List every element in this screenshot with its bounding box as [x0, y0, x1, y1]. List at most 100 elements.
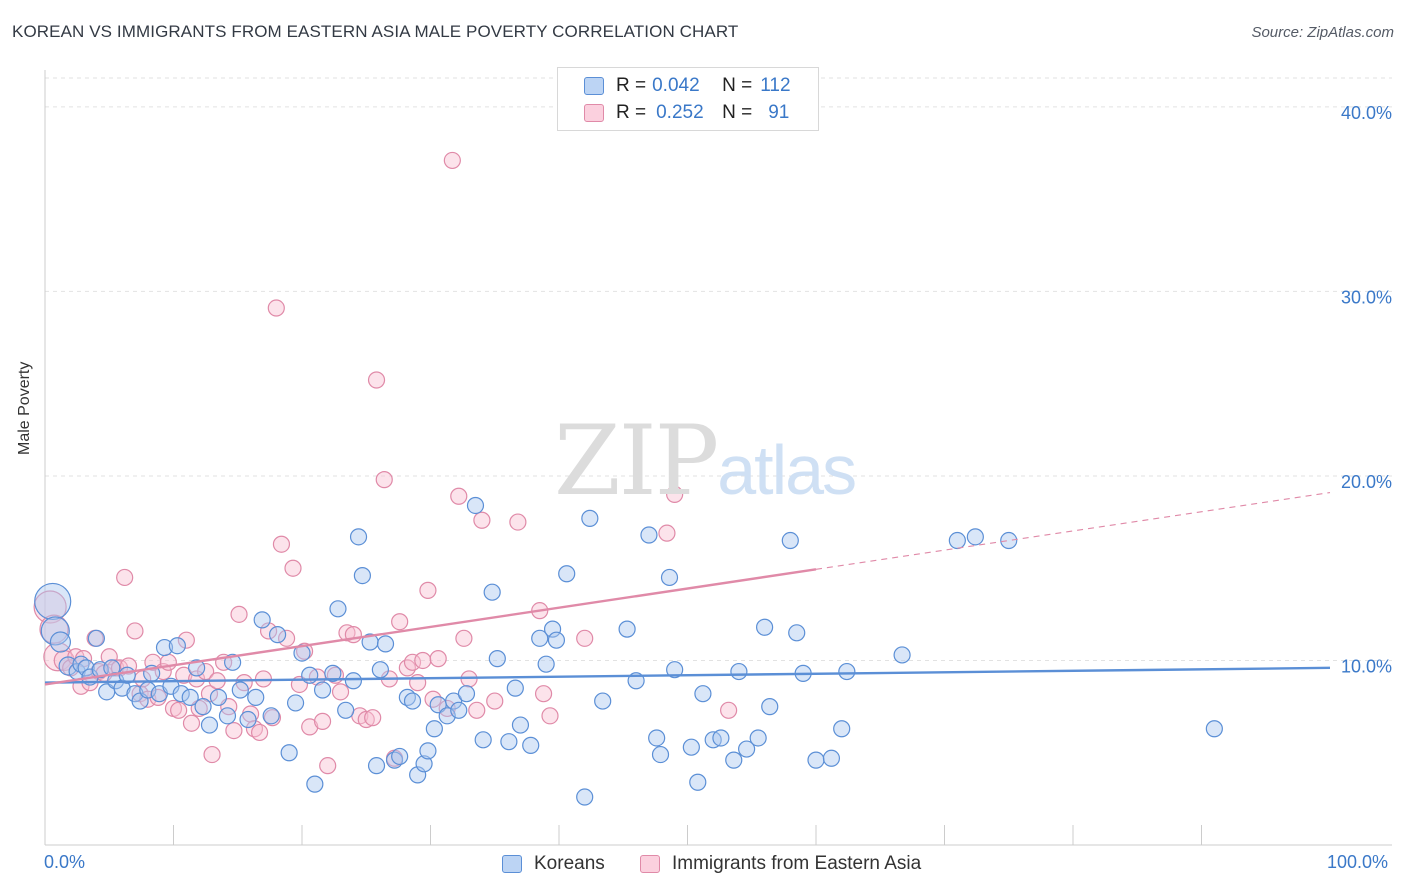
- korean-point: [833, 720, 851, 738]
- korean-point: [188, 659, 206, 677]
- korean-point: [77, 659, 95, 677]
- korean-point: [712, 729, 730, 747]
- korean-point: [682, 738, 700, 756]
- immigrant-point: [197, 662, 215, 681]
- immigrant-point: [419, 581, 437, 599]
- immigrant-point: [658, 524, 676, 542]
- legend-swatch-immigrants: [584, 104, 604, 122]
- immigrant-point: [338, 624, 356, 642]
- korean-point: [425, 720, 443, 738]
- korean-point: [181, 688, 199, 706]
- korean-point: [531, 629, 549, 647]
- legend-r-value: 0.042: [652, 75, 700, 96]
- immigrant-point: [331, 683, 350, 701]
- korean-point: [172, 685, 190, 703]
- x-tick-label-max: 100.0%: [1327, 852, 1389, 872]
- korean-point: [660, 568, 679, 587]
- korean-point: [349, 528, 368, 546]
- korean-point: [224, 653, 242, 671]
- korean-point: [730, 662, 748, 681]
- korean-point: [367, 757, 386, 775]
- immigrant-point: [541, 707, 559, 725]
- korean-point: [558, 565, 576, 583]
- korean-point: [445, 692, 463, 710]
- korean-point: [893, 646, 911, 664]
- korean-point: [209, 688, 228, 706]
- korean-point: [838, 662, 856, 681]
- immigrant-point: [450, 487, 468, 505]
- korean-point: [948, 531, 966, 550]
- korean-point: [648, 729, 666, 747]
- immigrant-point: [284, 559, 302, 577]
- immigrant-point: [33, 590, 67, 624]
- source-label: Source: ZipAtlas.com: [1251, 24, 1394, 41]
- korean-point: [34, 582, 72, 621]
- immigrant-point: [126, 622, 144, 640]
- korean-point: [537, 655, 555, 673]
- immigrant-point: [720, 701, 738, 719]
- legend-n-label: N =: [722, 102, 753, 123]
- immigrant-point: [414, 651, 432, 670]
- korean-point: [651, 745, 670, 764]
- korean-point: [738, 740, 756, 758]
- immigrant-point: [230, 605, 248, 623]
- immigrant-point: [182, 714, 201, 732]
- immigrant-point: [666, 485, 684, 504]
- korean-point: [500, 733, 518, 751]
- watermark: ZIPatlas: [554, 405, 857, 517]
- immigrant-point: [473, 511, 491, 529]
- korean-point: [788, 624, 806, 642]
- correlation-legend: R = 0.042 N = 112 R = 0.252 N = 91: [557, 67, 819, 131]
- immigrant-point: [319, 757, 337, 775]
- legend-row-koreans: R = 0.042 N = 112: [584, 74, 791, 98]
- korean-point: [450, 701, 468, 719]
- chart-title: KOREAN VS IMMIGRANTS FROM EASTERN ASIA M…: [12, 22, 739, 41]
- korean-point: [337, 701, 355, 719]
- korean-point: [403, 692, 422, 710]
- immigrant-point: [313, 712, 332, 730]
- korean-point: [329, 600, 347, 618]
- immigrant-point: [486, 692, 504, 710]
- trend-line-immigrants: [44, 568, 817, 686]
- korean-point: [49, 631, 72, 653]
- korean-point: [155, 638, 174, 657]
- immigrant-point: [576, 629, 594, 647]
- immigrant-point: [443, 151, 461, 170]
- immigrant-point: [43, 642, 73, 672]
- korean-point: [1205, 720, 1223, 738]
- legend-row-immigrants: R = 0.252 N = 91: [584, 101, 789, 125]
- korean-point: [391, 747, 409, 766]
- korean-point: [483, 583, 501, 601]
- korean-point: [488, 650, 506, 668]
- korean-point: [324, 664, 342, 682]
- korean-point: [268, 626, 287, 644]
- immigrant-point: [225, 721, 243, 740]
- korean-point: [755, 618, 774, 636]
- korean-point: [576, 788, 594, 806]
- korean-point: [506, 679, 524, 697]
- korean-point: [306, 775, 324, 793]
- korean-point: [807, 751, 825, 769]
- y-tick-label: 20.0%: [1341, 472, 1392, 492]
- korean-point: [353, 566, 371, 585]
- korean-point: [415, 755, 433, 773]
- korean-point: [666, 661, 684, 679]
- legend-n-value: 91: [768, 102, 790, 123]
- korean-point: [376, 635, 395, 653]
- korean-point: [286, 694, 305, 712]
- immigrant-point: [367, 371, 386, 389]
- immigrant-point: [468, 701, 486, 719]
- korean-point: [200, 716, 219, 734]
- legend-r-label: R =: [616, 102, 647, 123]
- immigrant-point: [170, 701, 188, 719]
- korean-point: [40, 616, 70, 646]
- korean-point: [689, 773, 707, 791]
- immigrant-point: [301, 718, 319, 736]
- bottom-legend-label-immigrants: Immigrants from Eastern Asia: [672, 853, 922, 874]
- korean-point: [822, 749, 841, 767]
- immigrant-point: [391, 613, 409, 631]
- y-tick-label: 10.0%: [1341, 656, 1392, 676]
- legend-n-label: N =: [722, 75, 753, 96]
- korean-point: [511, 716, 530, 734]
